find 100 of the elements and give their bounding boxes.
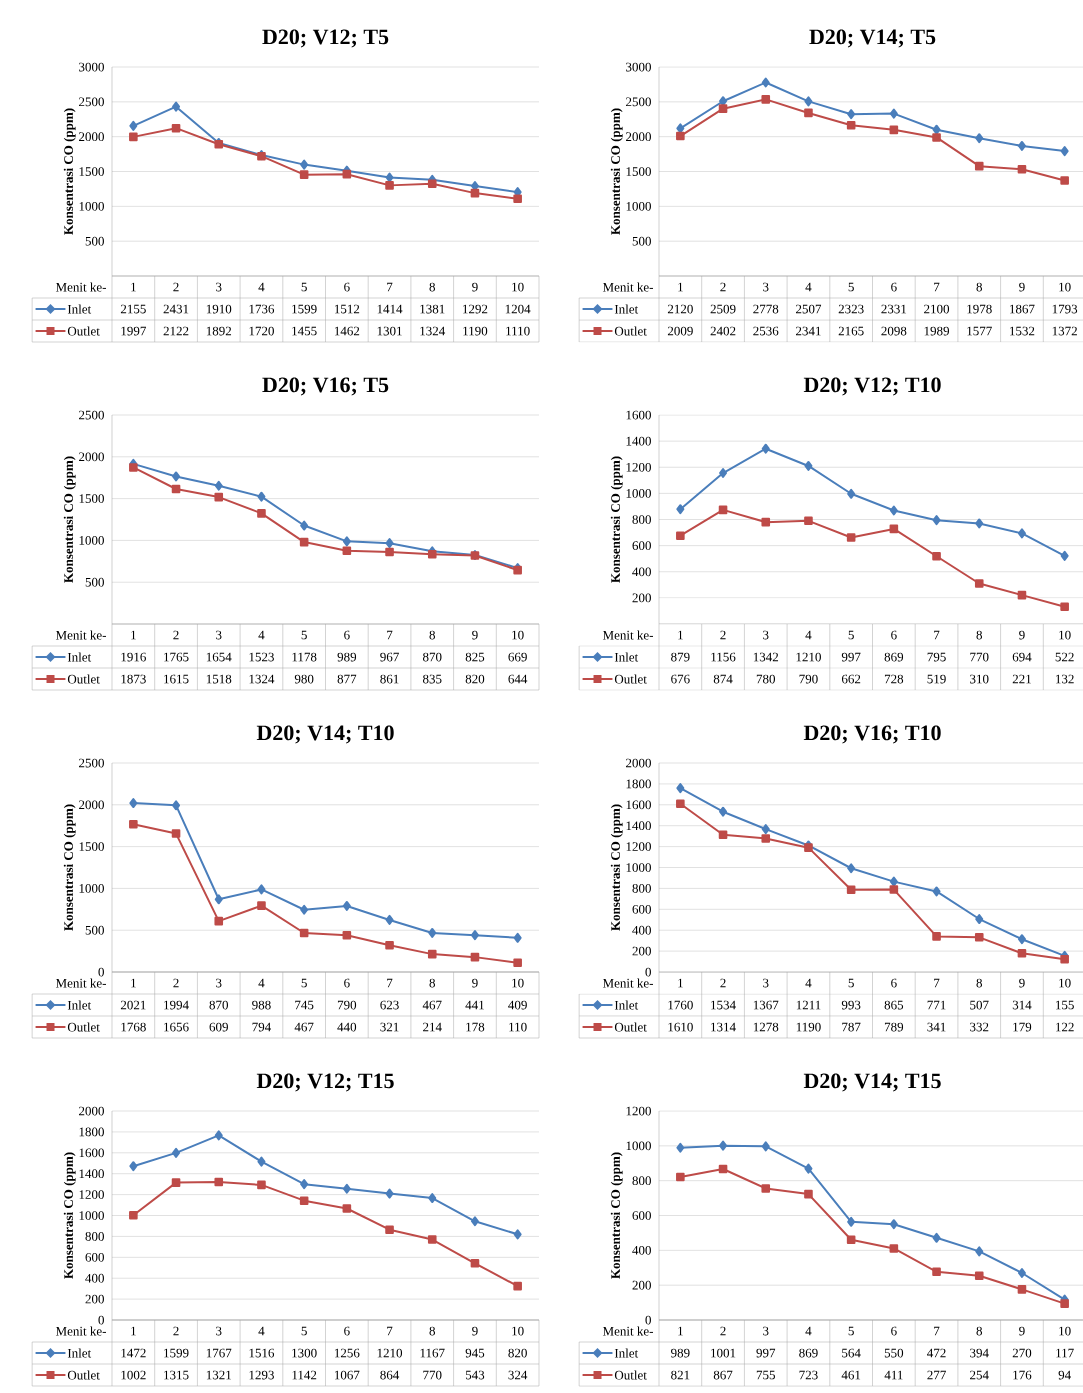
legend-label: Outlet <box>614 674 647 684</box>
y-tick-label: 1000 <box>626 201 651 211</box>
data-label: 1599 <box>164 1348 189 1358</box>
y-tick-label: 2000 <box>626 758 651 768</box>
data-label: 993 <box>841 1000 861 1010</box>
data-label: 609 <box>209 1022 228 1032</box>
data-label: 794 <box>252 1022 272 1032</box>
data-label: 980 <box>294 674 314 684</box>
data-label: 864 <box>380 1370 400 1380</box>
data-label: 1767 <box>206 1348 232 1358</box>
x-tick-label: 4 <box>805 978 812 988</box>
data-label: 1512 <box>335 304 360 314</box>
y-tick-label: 1000 <box>626 489 651 498</box>
data-label: 869 <box>799 1348 818 1358</box>
data-label: 1167 <box>420 1348 445 1358</box>
chart-title: D20; V16; T5 <box>262 377 389 396</box>
x-tick-label: 4 <box>258 630 265 640</box>
y-tick-label: 1200 <box>626 1106 651 1116</box>
legend-label: Outlet <box>614 1022 647 1032</box>
data-label: 988 <box>252 1000 271 1010</box>
data-label: 1867 <box>1010 304 1035 314</box>
data-label: 332 <box>970 1022 989 1032</box>
data-label: 1532 <box>1010 326 1035 336</box>
x-tick-label: 3 <box>216 282 222 292</box>
data-label: 1765 <box>164 652 189 662</box>
y-axis-title: Konsentrasi CO (ppm) <box>63 804 76 931</box>
y-tick-label: 1200 <box>626 462 651 472</box>
y-tick-label: 2500 <box>79 410 104 420</box>
y-tick-label: 3000 <box>79 62 104 72</box>
data-label: 2098 <box>881 326 907 336</box>
x-tick-label: 2 <box>173 282 179 292</box>
x-tick-label: 7 <box>934 978 940 988</box>
y-tick-label: 200 <box>632 946 651 956</box>
data-label: 1656 <box>164 1022 189 1032</box>
x-axis-title: Menit ke- <box>55 282 106 292</box>
x-axis-title: Menit ke- <box>55 1326 106 1336</box>
data-label: 771 <box>927 1000 946 1010</box>
y-tick-label: 2500 <box>79 758 104 768</box>
y-tick-label: 2000 <box>79 1106 104 1116</box>
data-label: 1190 <box>796 1022 821 1032</box>
data-label: 870 <box>209 1000 229 1010</box>
data-label: 676 <box>671 674 690 684</box>
x-tick-label: 5 <box>301 1326 307 1336</box>
x-axis-title: Menit ke- <box>602 282 653 292</box>
x-tick-label: 5 <box>848 282 854 292</box>
legend-label: Outlet <box>614 1370 647 1380</box>
data-label: 1342 <box>753 652 779 662</box>
legend-label: Outlet <box>614 326 647 336</box>
x-tick-label: 10 <box>1059 282 1071 292</box>
data-label: 997 <box>841 652 861 662</box>
x-tick-label: 6 <box>891 978 897 988</box>
data-label: 1210 <box>377 1348 403 1358</box>
y-tick-label: 2500 <box>79 97 104 107</box>
y-tick-label: 1000 <box>626 863 651 872</box>
data-label: 1381 <box>420 304 445 314</box>
data-label: 1599 <box>292 304 317 314</box>
data-label: 1994 <box>164 1000 189 1010</box>
x-tick-label: 4 <box>258 282 265 292</box>
y-axis-title: Konsentrasi CO (ppm) <box>610 108 623 235</box>
x-tick-label: 7 <box>387 630 393 640</box>
data-label: 662 <box>841 674 861 684</box>
data-label: 770 <box>423 1370 442 1380</box>
y-tick-label: 1000 <box>79 884 104 893</box>
x-tick-label: 5 <box>848 1326 854 1336</box>
data-label: 132 <box>1056 674 1074 684</box>
x-tick-label: 1 <box>678 978 683 988</box>
y-tick-label: 400 <box>632 1245 651 1255</box>
data-label: 1873 <box>121 674 146 684</box>
y-tick-label: 800 <box>632 884 651 893</box>
data-label: 1455 <box>292 326 317 336</box>
data-label: 411 <box>884 1370 903 1380</box>
x-tick-label: 6 <box>344 282 350 292</box>
data-label: 867 <box>713 1370 733 1380</box>
data-label: 1314 <box>711 1022 736 1032</box>
data-label: 745 <box>295 1000 314 1010</box>
data-label: 519 <box>927 674 946 684</box>
data-label: 865 <box>884 1000 904 1010</box>
data-label: 869 <box>884 652 904 662</box>
data-label: 176 <box>1013 1370 1032 1380</box>
x-tick-label: 10 <box>1059 1326 1071 1336</box>
x-tick-label: 2 <box>720 282 726 292</box>
y-tick-label: 200 <box>632 593 651 603</box>
data-label: 967 <box>380 652 399 662</box>
chart-title: D20; V16; T10 <box>803 725 941 744</box>
data-label: 467 <box>294 1022 314 1032</box>
data-label: 1534 <box>711 1000 736 1010</box>
chart-title: D20; V12; T15 <box>256 1073 394 1092</box>
data-label: 820 <box>465 674 485 684</box>
x-tick-label: 5 <box>848 630 854 640</box>
data-label: 1002 <box>121 1370 146 1380</box>
y-tick-label: 1800 <box>79 1127 104 1137</box>
legend-label: Outlet <box>67 1370 100 1380</box>
x-axis-title: Menit ke- <box>602 978 653 988</box>
data-label: 2778 <box>753 304 779 314</box>
data-label: 1720 <box>249 326 274 336</box>
data-label: 522 <box>1055 652 1074 662</box>
x-tick-label: 10 <box>512 630 524 640</box>
data-label: 2331 <box>881 304 907 314</box>
y-tick-label: 1000 <box>626 1141 651 1151</box>
data-label: 155 <box>1056 1000 1074 1010</box>
